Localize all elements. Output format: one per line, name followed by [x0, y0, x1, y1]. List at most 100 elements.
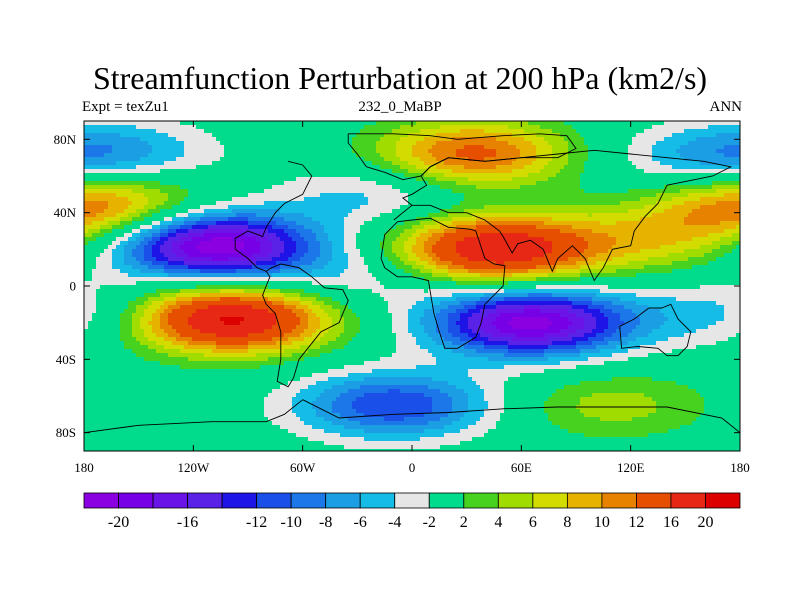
contour-cell	[476, 225, 537, 230]
contour-cell	[380, 245, 393, 250]
contour-cell	[352, 405, 433, 410]
contour-cell	[292, 405, 313, 410]
contour-cell	[212, 349, 249, 354]
contour-cell	[552, 321, 573, 326]
contour-cell	[484, 329, 501, 334]
contour-cell	[548, 161, 569, 166]
contour-cell	[700, 285, 740, 290]
contour-cell	[168, 237, 181, 242]
contour-cell	[84, 321, 89, 326]
contour-cell	[404, 269, 421, 274]
contour-cell	[264, 233, 277, 238]
contour-cell	[432, 233, 445, 238]
contour-cell	[364, 125, 401, 130]
contour-cell	[612, 245, 661, 250]
contour-cell	[568, 157, 589, 162]
contour-cell	[392, 169, 409, 174]
contour-cell	[700, 197, 740, 202]
contour-cell	[372, 289, 425, 294]
contour-cell	[332, 245, 345, 250]
contour-cell	[532, 141, 549, 146]
contour-cell	[312, 341, 329, 346]
contour-cell	[528, 233, 577, 238]
contour-cell	[716, 133, 740, 138]
contour-cell	[708, 261, 740, 266]
contour-cell	[448, 313, 461, 318]
contour-cell	[464, 389, 485, 394]
colorbar-label: 16	[663, 514, 679, 531]
contour-cell	[88, 229, 101, 234]
contour-cell	[164, 217, 173, 222]
contour-cell	[436, 357, 489, 362]
contour-cell	[692, 265, 740, 270]
contour-cell	[656, 193, 689, 198]
contour-cell	[688, 141, 740, 146]
contour-cell	[604, 313, 621, 318]
contour-cell	[104, 209, 125, 214]
contour-cell	[516, 333, 545, 338]
contour-cell	[140, 261, 153, 266]
contour-cell	[368, 269, 405, 274]
contour-cell	[440, 185, 477, 190]
contour-cell	[352, 141, 377, 146]
contour-cell	[364, 193, 409, 198]
contour-cell	[292, 237, 305, 242]
contour-cell	[408, 257, 421, 262]
contour-cell	[296, 249, 309, 254]
contour-cell	[132, 325, 141, 330]
contour-cell	[464, 193, 657, 198]
contour-cell	[284, 301, 301, 306]
contour-cell	[152, 301, 165, 306]
contour-cell	[148, 229, 161, 234]
contour-cell	[652, 377, 740, 382]
contour-cell	[172, 325, 193, 330]
contour-cell	[616, 241, 677, 246]
contour-cell	[356, 313, 393, 318]
contour-cell	[144, 357, 189, 362]
contour-cell	[440, 209, 465, 214]
contour-cell	[112, 249, 125, 254]
contour-cell	[304, 289, 373, 294]
contour-cell	[164, 253, 177, 258]
contour-cell	[576, 365, 740, 370]
contour-cell	[636, 301, 717, 306]
contour-cell	[344, 345, 397, 350]
contour-cell	[428, 229, 445, 234]
contour-cell	[452, 421, 477, 426]
contour-cell	[152, 261, 169, 266]
contour-cell	[276, 317, 301, 322]
contour-cell	[516, 145, 537, 150]
contour-cell	[632, 329, 653, 334]
contour-cell	[132, 217, 145, 222]
contour-cell	[340, 313, 357, 318]
contour-cell	[300, 233, 317, 238]
contour-cell	[308, 437, 365, 442]
contour-cell	[424, 429, 461, 434]
contour-cell	[648, 333, 685, 338]
contour-cell	[156, 309, 165, 314]
contour-cell	[152, 225, 161, 230]
contour-cell	[652, 329, 697, 334]
contour-cell	[204, 209, 233, 214]
contour-cell	[364, 157, 385, 162]
contour-cell	[636, 337, 669, 342]
contour-cell	[436, 341, 453, 346]
contour-cell	[512, 177, 549, 182]
contour-cell	[468, 177, 513, 182]
contour-cell	[736, 225, 740, 230]
contour-cell	[132, 249, 145, 254]
contour-cell	[564, 137, 585, 142]
contour-cell	[140, 241, 149, 246]
contour-cell	[484, 157, 517, 162]
contour-cell	[268, 229, 285, 234]
contour-cell	[164, 161, 213, 166]
contour-cell	[164, 345, 185, 350]
contour-cell	[328, 261, 349, 266]
contour-cell	[152, 213, 177, 218]
contour-cell	[732, 249, 740, 254]
coastline	[234, 160, 349, 388]
contour-cell	[328, 377, 365, 382]
contour-cell	[404, 417, 441, 422]
contour-cell	[84, 209, 105, 214]
contour-cell	[144, 253, 153, 258]
